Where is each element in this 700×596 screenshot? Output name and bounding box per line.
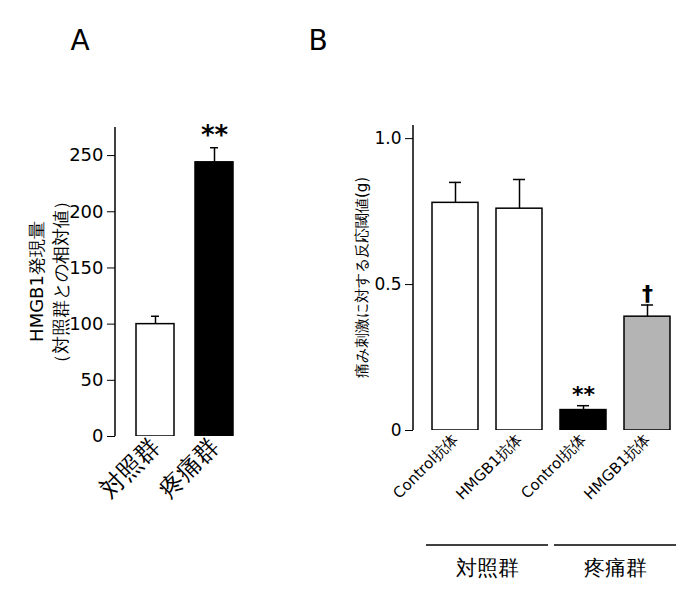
svg-text:Control抗体: Control抗体 bbox=[389, 430, 461, 502]
svg-text:HMGB1抗体: HMGB1抗体 bbox=[580, 430, 653, 503]
svg-text:0: 0 bbox=[391, 420, 402, 440]
svg-text:100: 100 bbox=[69, 313, 103, 334]
svg-text:A: A bbox=[70, 24, 89, 57]
svg-text:疼痛群: 疼痛群 bbox=[153, 432, 224, 503]
svg-text:HMGB1抗体: HMGB1抗体 bbox=[452, 430, 525, 503]
svg-text:50: 50 bbox=[81, 369, 104, 390]
svg-text:0.5: 0.5 bbox=[374, 274, 401, 294]
svg-text:1.0: 1.0 bbox=[374, 128, 401, 148]
svg-text:**: ** bbox=[572, 382, 596, 407]
svg-text:B: B bbox=[308, 24, 327, 57]
svg-text:HMGB1発現量: HMGB1発現量 bbox=[26, 221, 47, 342]
svg-text:（対照群との相対値）: （対照群との相対値） bbox=[50, 192, 71, 372]
svg-text:疼痛群: 疼痛群 bbox=[584, 556, 647, 580]
svg-text:**: ** bbox=[201, 120, 229, 150]
svg-text:対照群: 対照群 bbox=[456, 556, 519, 580]
svg-text:150: 150 bbox=[69, 257, 103, 278]
svg-text:250: 250 bbox=[69, 144, 103, 165]
svg-text:Control抗体: Control抗体 bbox=[517, 430, 589, 502]
svg-text:200: 200 bbox=[69, 201, 103, 222]
svg-text:0: 0 bbox=[92, 425, 103, 446]
svg-text:対照群: 対照群 bbox=[94, 432, 165, 503]
svg-text:†: † bbox=[642, 281, 653, 306]
svg-text:痛み刺激に対する反応閾値(g): 痛み刺激に対する反応閾値(g) bbox=[353, 177, 371, 378]
